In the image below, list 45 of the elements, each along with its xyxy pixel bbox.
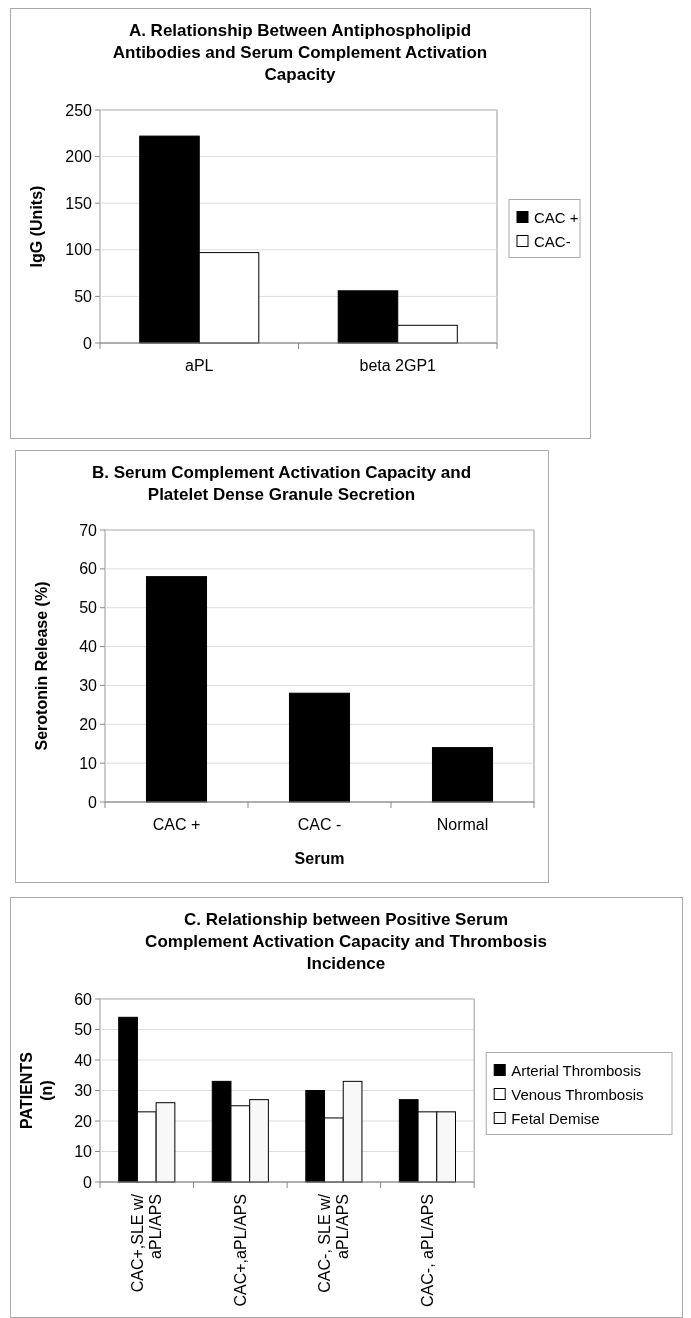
y-tick-label: 200: [65, 148, 93, 166]
bar: [145, 576, 208, 803]
y-tick-label: 40: [74, 1051, 93, 1069]
legend-label: Arterial Thrombosis: [511, 1061, 641, 1079]
y-axis-title: Serotonin Release (%): [33, 581, 50, 751]
y-tick-label: 20: [79, 715, 98, 733]
x-tick-label: Normal: [436, 816, 489, 833]
y-tick-label: 0: [88, 793, 98, 811]
y-tick-label: 50: [74, 1021, 93, 1039]
bar: [288, 692, 351, 803]
x-tick-label: beta 2GP1: [359, 357, 437, 374]
y-tick-label: 10: [79, 754, 98, 772]
x-tick-label: CAC+,aPL/APS: [231, 1194, 249, 1307]
legend-label: CAC-: [534, 232, 571, 250]
y-tick-label: 0: [83, 334, 93, 352]
chart-title: C. Relationship between Positive Serum Complement Activation Capacity and Thrombosis Incidence: [145, 910, 547, 973]
x-tick-label: CAC+,SLE w/ aPL/APS: [129, 1193, 165, 1293]
x-tick-label: CAC-, SLE w/ aPL/APS: [316, 1193, 352, 1293]
x-tick-label: CAC-, aPL/APS: [419, 1194, 437, 1307]
y-tick-label: 60: [79, 560, 98, 578]
legend-label: CAC +: [534, 208, 579, 226]
y-tick-label: 40: [79, 638, 98, 656]
y-tick-label: 50: [74, 288, 93, 305]
bar: [431, 747, 494, 803]
y-tick-label: 30: [74, 1082, 93, 1100]
y-tick-label: 250: [65, 101, 93, 119]
x-tick-label: CAC -: [297, 816, 342, 833]
y-tick-label: 0: [83, 1173, 93, 1191]
y-axis-title: PATIENTS (n): [18, 1051, 55, 1129]
x-axis-title: Serum: [294, 850, 345, 867]
y-tick-label: 50: [79, 599, 98, 617]
y-tick-label: 30: [79, 677, 98, 695]
y-tick-label: 150: [65, 194, 93, 212]
y-axis-title: IgG (Units): [28, 185, 45, 268]
x-tick-label: CAC +: [152, 816, 201, 833]
y-tick-label: 60: [74, 990, 93, 1008]
chart-title: B. Serum Complement Activation Capacity and Platelet Dense Granule Secretion: [91, 463, 472, 504]
legend-label: Fetal Demise: [511, 1109, 600, 1127]
y-tick-label: 20: [74, 1112, 93, 1130]
y-tick-label: 70: [79, 521, 98, 539]
y-tick-label: 100: [65, 241, 93, 259]
x-tick-label: aPL: [185, 357, 214, 374]
legend-label: Venous Thrombosis: [511, 1085, 644, 1103]
y-tick-label: 10: [74, 1143, 93, 1161]
chart-title: A. Relationship Between Antiphospholipid Antibodies and Serum Complement Activation Capacity: [112, 21, 488, 84]
